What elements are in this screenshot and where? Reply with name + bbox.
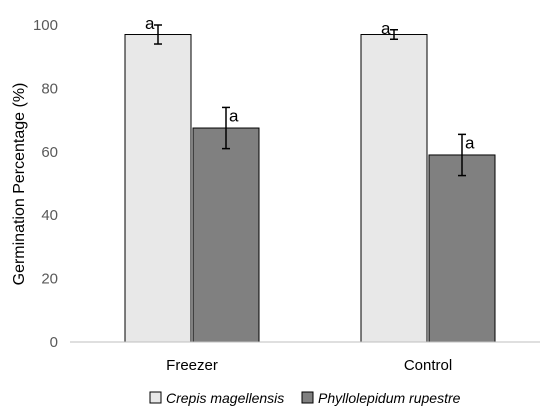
legend: Crepis magellensis Phyllolepidum rupestre [149,390,461,406]
legend-label: Crepis magellensis [166,390,284,406]
y-tick-label: 0 [50,334,58,351]
bar-phyllolepidum-freezer [192,127,260,343]
y-axis-title: Germination Percentage (%) [11,83,28,286]
significance-label: a [381,19,391,38]
y-tick-label: 100 [33,17,58,34]
y-tick-label: 40 [41,207,58,224]
x-tick-label: Control [404,357,452,374]
bars [124,34,496,343]
error-bars [154,24,466,177]
y-tick-label: 80 [41,80,58,97]
error-bar [154,24,162,45]
legend-swatch [149,391,162,404]
bar-crepis-freezer [124,34,192,343]
significance-label: a [145,14,155,33]
y-tick-label: 60 [41,144,58,161]
significance-label: a [229,106,239,125]
error-bar [222,106,230,150]
x-tick-label: Freezer [166,357,218,374]
legend-item: Crepis magellensis [149,390,284,406]
error-bar [390,29,398,41]
y-tick-label: 20 [41,271,58,288]
legend-item: Phyllolepidum rupestre [301,390,461,406]
error-bar [458,133,466,177]
bar-crepis-control [360,34,428,343]
bar-phyllolepidum-control [428,154,496,343]
x-tick-labels: Freezer Control [166,357,452,374]
y-tick-labels: 0 20 40 60 80 100 [33,17,58,351]
legend-swatch [301,391,314,404]
data-labels: a a a a [145,14,475,152]
legend-label: Phyllolepidum rupestre [318,390,461,406]
significance-label: a [465,133,475,152]
